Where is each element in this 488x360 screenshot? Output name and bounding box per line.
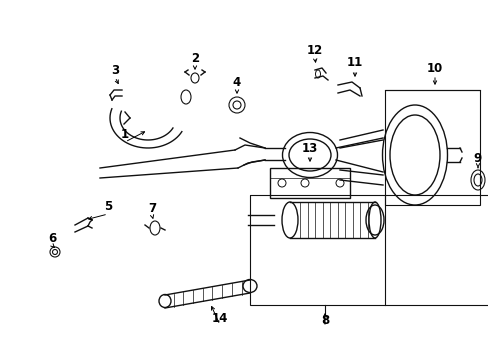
Text: 13: 13: [301, 141, 318, 154]
Text: 8: 8: [320, 314, 328, 327]
Text: 14: 14: [211, 311, 228, 324]
Text: 5: 5: [103, 201, 112, 213]
Text: 3: 3: [111, 63, 119, 77]
Text: 2: 2: [190, 51, 199, 64]
Text: 1: 1: [121, 129, 129, 141]
Bar: [269, 168, 349, 198]
Bar: [384, 90, 479, 205]
Text: 11: 11: [346, 57, 363, 69]
Text: 4: 4: [232, 76, 241, 89]
Text: 9: 9: [473, 152, 481, 165]
Text: 10: 10: [426, 62, 442, 75]
Text: 12: 12: [306, 44, 323, 57]
Bar: [249, 195, 488, 305]
Text: 6: 6: [48, 231, 56, 244]
Text: 7: 7: [148, 202, 156, 215]
